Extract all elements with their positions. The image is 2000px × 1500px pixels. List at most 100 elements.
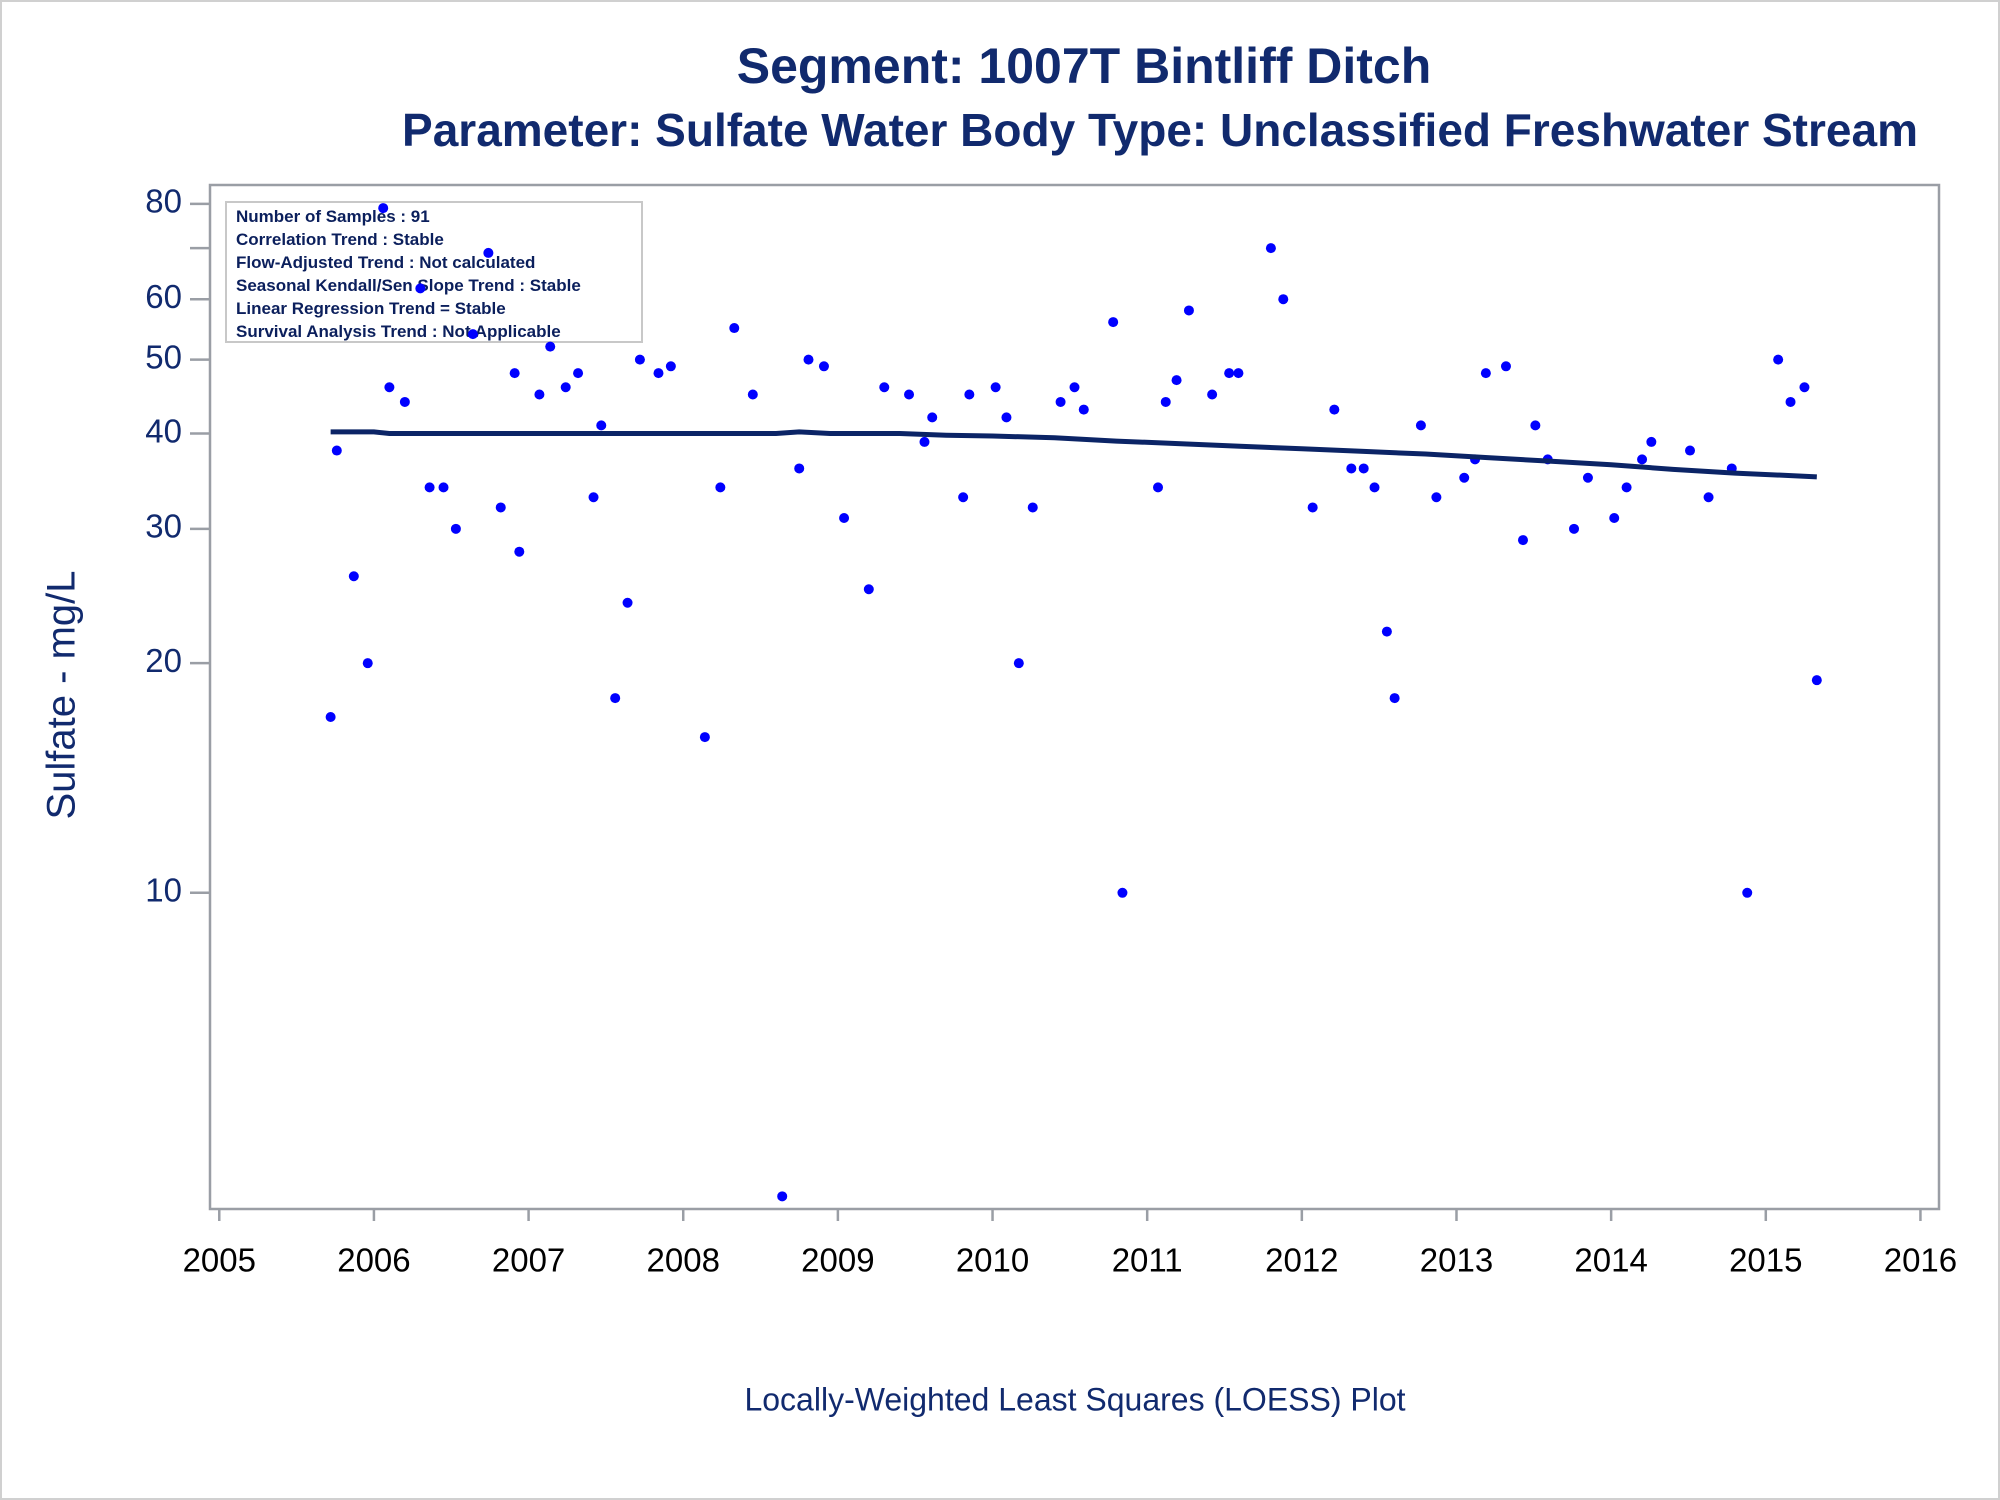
data-point: [1207, 389, 1218, 400]
data-point: [545, 341, 556, 352]
data-point: [424, 482, 435, 493]
data-point: [958, 492, 969, 503]
data-point: [653, 368, 664, 379]
data-point: [1480, 368, 1491, 379]
data-point: [1415, 420, 1426, 431]
data-point: [325, 712, 336, 723]
x-tick-label: 2014: [1574, 1242, 1647, 1279]
data-point: [1517, 535, 1528, 546]
y-tick-label: 80: [145, 183, 182, 220]
data-point: [596, 420, 607, 431]
info-box: [225, 201, 643, 343]
data-point: [1224, 368, 1235, 379]
data-point: [747, 389, 758, 400]
data-point: [1637, 454, 1648, 465]
x-tick-label: 2011: [1112, 1242, 1183, 1279]
data-point: [1703, 492, 1714, 503]
data-point: [573, 368, 584, 379]
data-point: [919, 436, 930, 447]
data-point: [1078, 404, 1089, 415]
data-point: [863, 584, 874, 595]
data-point: [715, 482, 726, 493]
data-point: [560, 382, 571, 393]
data-point: [879, 382, 890, 393]
data-point: [818, 361, 829, 372]
data-point: [1346, 463, 1357, 474]
data-point: [1685, 445, 1696, 456]
data-point: [1530, 420, 1541, 431]
data-point: [1265, 243, 1276, 254]
data-point: [348, 571, 359, 582]
data-point: [378, 203, 389, 214]
data-point: [1358, 463, 1369, 474]
data-point: [1609, 512, 1620, 523]
data-point: [1389, 693, 1400, 704]
y-tick-label: 60: [145, 278, 182, 315]
data-point: [777, 1191, 788, 1202]
data-point: [1646, 436, 1657, 447]
x-tick-label: 2013: [1420, 1242, 1493, 1279]
y-tick-label: 40: [145, 412, 182, 449]
data-point: [399, 396, 410, 407]
loess-line: [330, 429, 1817, 480]
data-point: [1307, 502, 1318, 513]
data-point: [1329, 404, 1340, 415]
data-point: [1233, 368, 1244, 379]
data-point: [1278, 294, 1289, 305]
data-point: [1742, 887, 1753, 898]
data-point: [1027, 502, 1038, 513]
y-tick-label: 30: [145, 508, 182, 545]
data-point: [699, 732, 710, 743]
data-point: [1500, 361, 1511, 372]
x-tick-label: 2016: [1884, 1242, 1957, 1279]
data-point: [588, 492, 599, 503]
data-point: [384, 382, 395, 393]
data-point: [990, 382, 1001, 393]
x-tick-label: 2009: [801, 1242, 874, 1279]
data-point: [729, 323, 740, 334]
data-point: [634, 354, 645, 365]
data-point: [794, 463, 805, 474]
data-point: [622, 597, 633, 608]
data-point: [495, 502, 506, 513]
data-point: [927, 412, 938, 423]
y-tick-label: 50: [145, 338, 182, 375]
info-line: Number of Samples : 91: [236, 207, 430, 226]
data-point: [1055, 396, 1066, 407]
x-tick-label: 2006: [337, 1242, 410, 1279]
data-point: [1069, 382, 1080, 393]
data-point: [1569, 523, 1580, 534]
plot-frame: [208, 183, 1941, 1211]
chart-title: Segment: 1007T Bintliff Ditch: [737, 38, 1432, 94]
data-point: [610, 693, 621, 704]
data-point: [1799, 382, 1810, 393]
x-tick-label: 2007: [492, 1242, 565, 1279]
data-point: [1013, 658, 1024, 669]
data-point: [1108, 317, 1119, 328]
info-line: Correlation Trend : Stable: [236, 230, 444, 249]
data-point: [904, 389, 915, 400]
data-point: [331, 445, 342, 456]
y-tick-label: 10: [145, 872, 182, 909]
info-line: Survival Analysis Trend : Not Applicable: [236, 322, 561, 341]
x-tick-label: 2008: [647, 1242, 720, 1279]
y-tick-label: 20: [145, 642, 182, 679]
x-tick-label: 2010: [956, 1242, 1029, 1279]
data-point: [839, 512, 850, 523]
data-point: [450, 523, 461, 534]
data-point: [964, 389, 975, 400]
info-line: Flow-Adjusted Trend : Not calculated: [236, 253, 535, 272]
footnote: Locally-Weighted Least Squares (LOESS) P…: [744, 1381, 1405, 1417]
data-point: [1160, 396, 1171, 407]
data-point: [415, 283, 426, 294]
data-point: [1183, 305, 1194, 316]
data-point: [467, 329, 478, 340]
x-tick-label: 2005: [183, 1242, 256, 1279]
data-point: [1117, 887, 1128, 898]
data-point: [1171, 375, 1182, 386]
data-point: [1381, 626, 1392, 637]
x-tick-label: 2015: [1729, 1242, 1802, 1279]
data-point: [1001, 412, 1012, 423]
